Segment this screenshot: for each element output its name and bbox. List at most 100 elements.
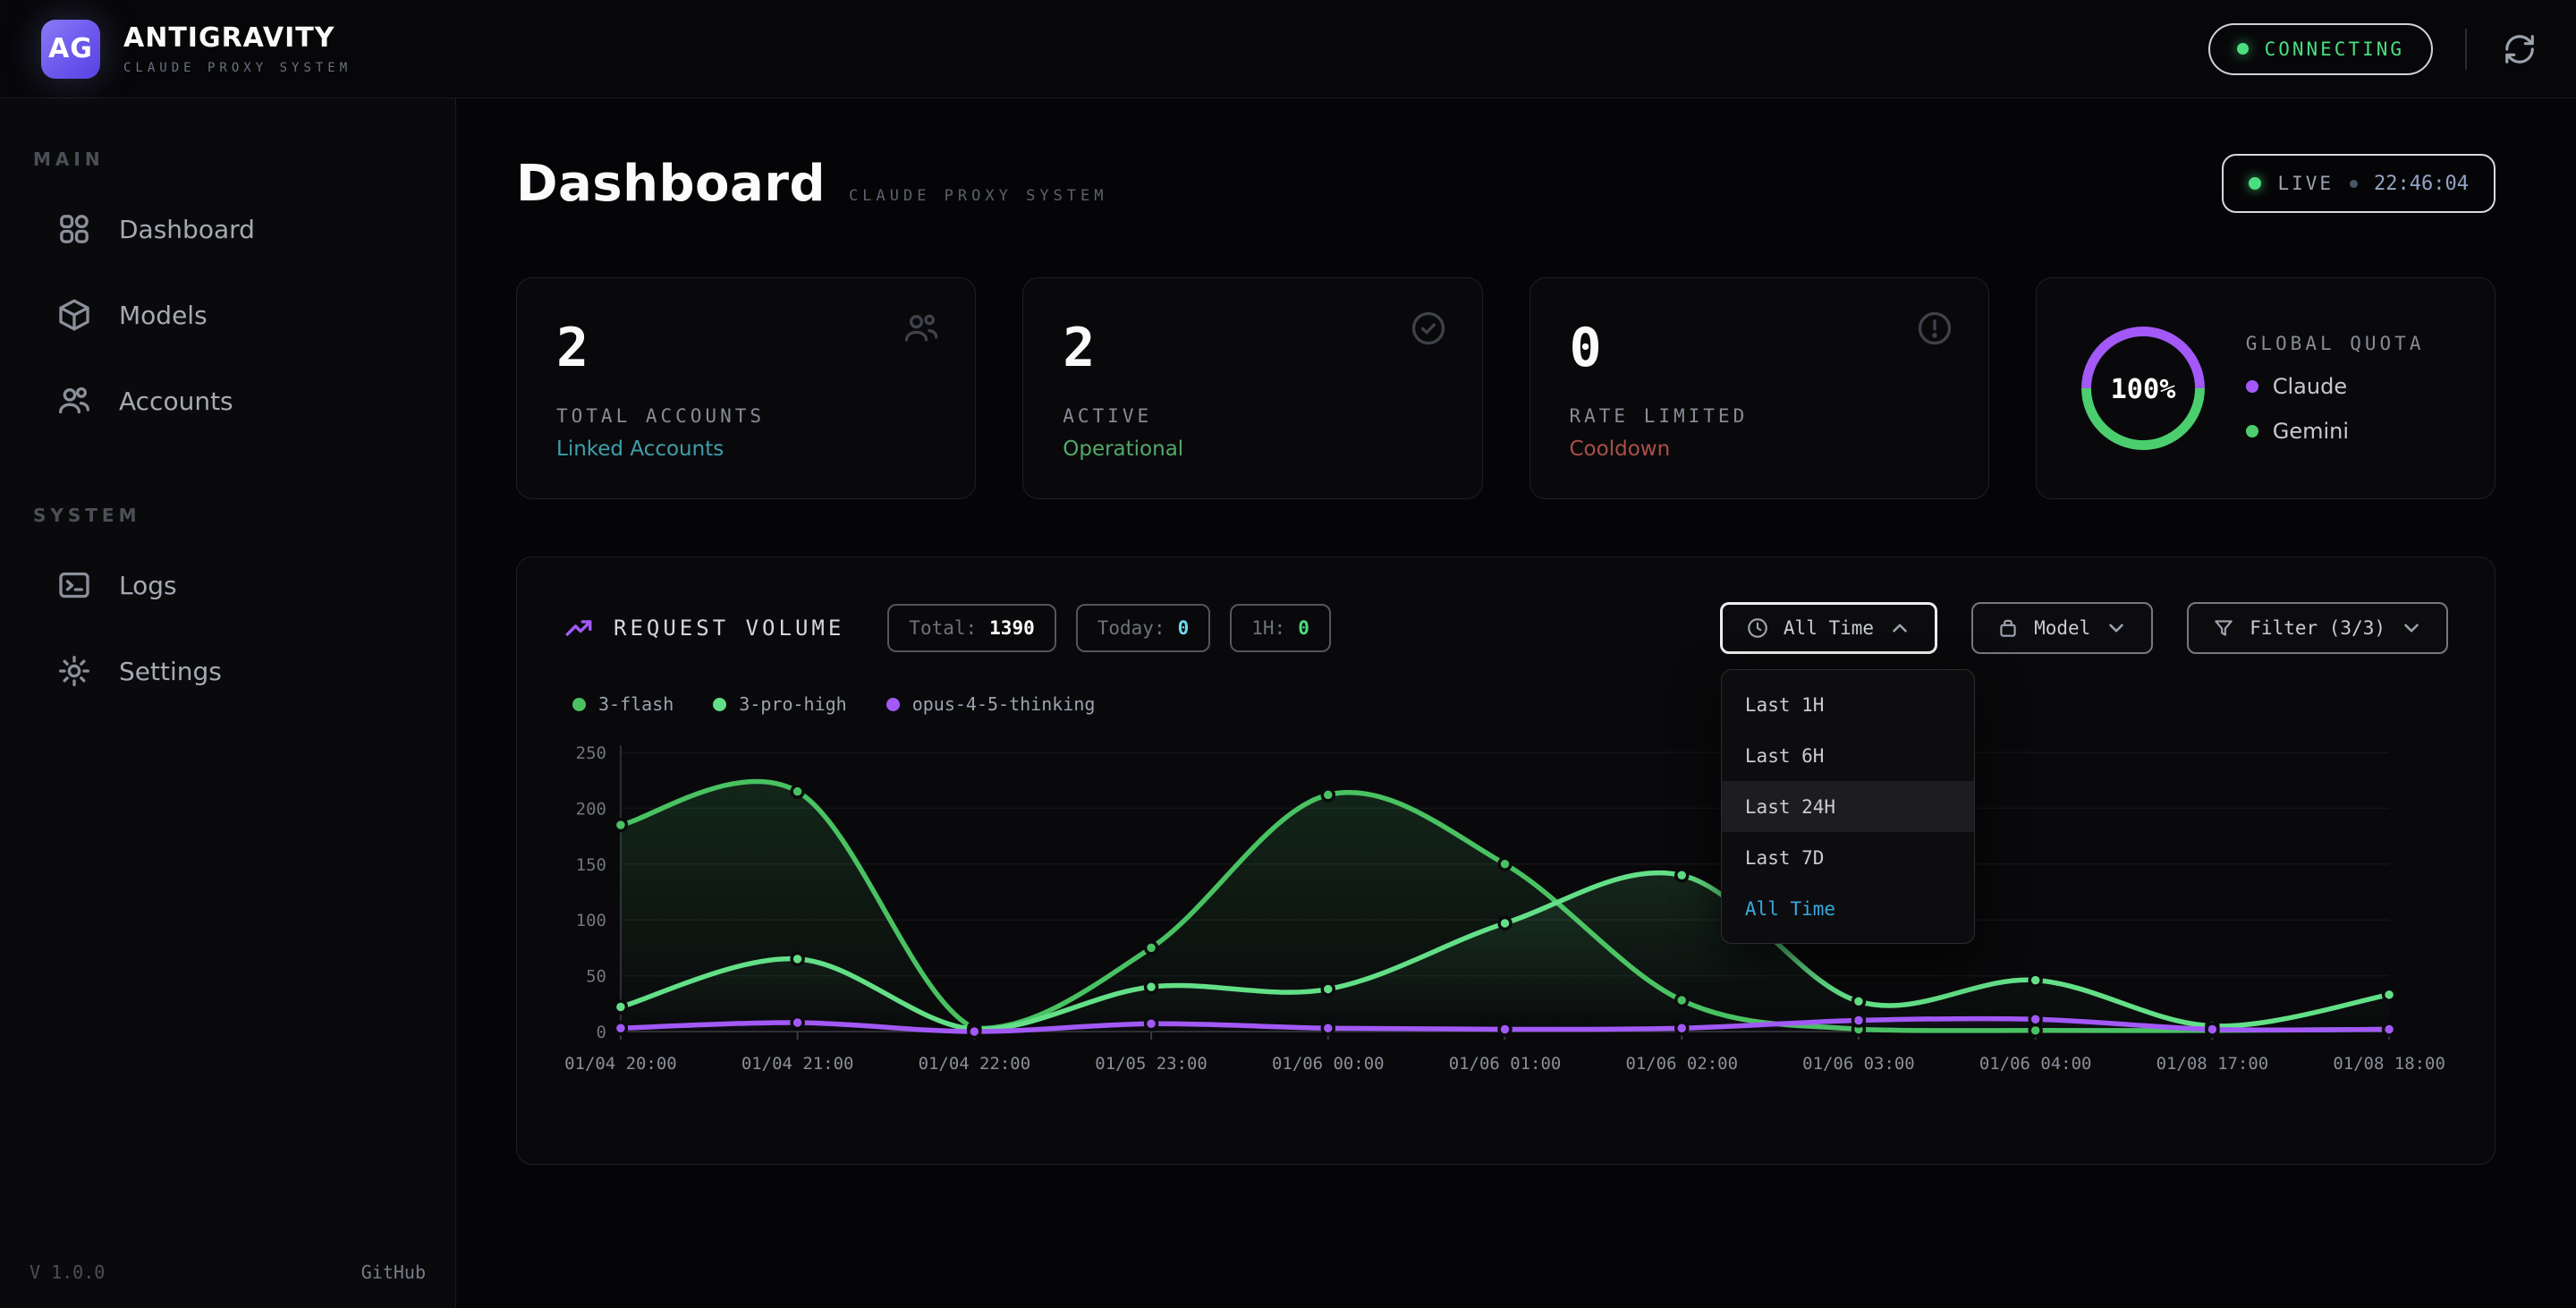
dropdown-item-last-24h[interactable]: Last 24H (1721, 781, 1974, 832)
legend-series-name: 3-pro-high (739, 693, 847, 715)
stat-cards-row: 2 TOTAL ACCOUNTS Linked Accounts 2 ACTIV… (516, 277, 2496, 499)
stat-label: RATE LIMITED (1569, 405, 1749, 427)
sidebar: MAIN Dashboard Models Accounts SYSTEM Lo… (0, 98, 456, 1308)
request-volume-chart: 0 50 100 150 200 250 01/04 20:00 01/04 21:00 01/… (564, 743, 2445, 1074)
model-filter-button[interactable]: Model (1971, 602, 2154, 654)
sidebar-item-label: Dashboard (119, 214, 255, 244)
svg-text:01/04 21:00: 01/04 21:00 (741, 1054, 854, 1074)
trending-up-icon (565, 620, 592, 636)
check-circle-icon (1411, 311, 1445, 345)
card-rate-limited: 0 RATE LIMITED Cooldown (1529, 277, 1989, 499)
svg-text:01/04 20:00: 01/04 20:00 (564, 1054, 677, 1074)
dropdown-item-all-time[interactable]: All Time (1744, 897, 1836, 920)
legend-dot-icon (886, 697, 900, 711)
stat-value: 0 (1569, 317, 1602, 379)
connection-status-badge: CONNECTING (2207, 22, 2433, 75)
svg-text:150: 150 (576, 855, 606, 875)
terminal-icon (59, 572, 89, 599)
legend-item: opus-4-5-thinking (886, 693, 1096, 715)
github-link[interactable]: GitHub (360, 1261, 426, 1283)
stat-label: ACTIVE (1063, 405, 1153, 427)
app-subtitle: CLAUDE PROXY SYSTEM (123, 61, 352, 75)
stat-value: 2 (556, 317, 589, 379)
brand-block: ANTIGRAVITY CLAUDE PROXY SYSTEM (123, 22, 352, 75)
sidebar-item-label: Models (119, 300, 208, 330)
sidebar-item-settings[interactable]: Settings (30, 642, 426, 700)
package-icon (2000, 619, 2016, 637)
legend-series-name: 3-flash (598, 693, 674, 715)
legend-series-name: opus-4-5-thinking (911, 693, 1096, 715)
svg-text:01/06 04:00: 01/06 04:00 (1979, 1054, 2092, 1074)
sidebar-item-label: Logs (119, 570, 177, 600)
svg-text:01/04 22:00: 01/04 22:00 (919, 1054, 1031, 1074)
quota-percent: 100% (2110, 374, 2175, 405)
svg-text:01/06 01:00: 01/06 01:00 (1449, 1054, 1562, 1074)
chip-1h: 1H: 0 (1230, 604, 1331, 652)
live-label: LIVE (2277, 173, 2334, 194)
topbar: AG ANTIGRAVITY CLAUDE PROXY SYSTEM CONNE… (0, 0, 2576, 98)
legend-item: 3-flash (572, 693, 674, 715)
card-active: 2 ACTIVE Operational (1022, 277, 1483, 499)
users-icon (59, 386, 90, 414)
svg-text:01/08 18:00: 01/08 18:00 (2333, 1054, 2445, 1074)
legend-dot-icon (2245, 425, 2258, 437)
sidebar-item-logs[interactable]: Logs (30, 556, 426, 614)
stat-sublabel: Operational (1063, 437, 1184, 461)
svg-text:01/08 17:00: 01/08 17:00 (2157, 1054, 2269, 1074)
separator-dot-icon (2350, 179, 2359, 188)
stat-label: TOTAL ACCOUNTS (556, 405, 766, 427)
clock-icon (1748, 618, 1767, 638)
stat-sublabel: Cooldown (1569, 437, 1671, 461)
sidebar-section-system: SYSTEM (33, 505, 141, 526)
quota-ring-chart: 100% (2080, 327, 2205, 450)
cube-icon (59, 299, 89, 331)
svg-text:0: 0 (597, 1023, 606, 1042)
chevron-up-icon (1893, 624, 1907, 633)
legend-dot-icon (572, 697, 586, 711)
main-content: Dashboard CLAUDE PROXY SYSTEM LIVE 22:46… (456, 98, 2576, 1308)
live-dot-icon (2249, 177, 2262, 190)
sidebar-spacer (30, 458, 426, 505)
dropdown-item-last-1h[interactable]: Last 1H (1744, 693, 1825, 716)
chevron-down-icon (2404, 624, 2419, 633)
card-total-accounts: 2 TOTAL ACCOUNTS Linked Accounts (516, 277, 977, 499)
app-logo: AG (41, 19, 100, 79)
refresh-button[interactable] (2499, 29, 2540, 70)
quota-legend-gemini: Gemini (2245, 419, 2425, 444)
quota-legend-claude: Claude (2245, 374, 2425, 399)
status-dot-icon (2236, 43, 2249, 55)
sidebar-item-accounts[interactable]: Accounts (30, 372, 426, 429)
page-title: Dashboard (516, 154, 826, 213)
legend-dot-icon (2245, 380, 2258, 393)
app-title: ANTIGRAVITY (123, 22, 335, 54)
sidebar-item-models[interactable]: Models (30, 286, 426, 344)
connection-status-text: CONNECTING (2264, 38, 2404, 60)
svg-text:01/06 00:00: 01/06 00:00 (1272, 1054, 1385, 1074)
svg-text:250: 250 (576, 743, 606, 763)
filter-button[interactable]: Filter (3/3) (2187, 602, 2448, 654)
dashboard-grid-icon (60, 215, 89, 243)
live-status-badge: LIVE 22:46:04 (2222, 154, 2496, 213)
svg-text:100: 100 (576, 911, 606, 930)
stat-sublabel: Linked Accounts (556, 437, 724, 461)
svg-text:01/06 03:00: 01/06 03:00 (1802, 1054, 1915, 1074)
gear-icon (59, 656, 90, 686)
sidebar-item-dashboard[interactable]: Dashboard (30, 200, 426, 258)
dropdown-item-last-6h[interactable]: Last 6H (1744, 744, 1825, 767)
chip-today: Today: 0 (1075, 604, 1211, 652)
chevron-down-icon (2109, 624, 2124, 633)
page-subtitle: CLAUDE PROXY SYSTEM (849, 186, 1108, 205)
chart-area: 0 50 100 150 200 250 01/04 20:00 01/04 21:00 01/… (564, 733, 2448, 1117)
dropdown-item-last-7d[interactable]: Last 7D (1744, 846, 1825, 869)
legend-item: 3-pro-high (713, 693, 847, 715)
stat-value: 2 (1063, 317, 1096, 379)
topbar-divider (2465, 28, 2467, 70)
alert-circle-icon (1918, 311, 1951, 345)
quota-label: GLOBAL QUOTA (2245, 333, 2425, 354)
panel-title: REQUEST VOLUME (614, 616, 845, 641)
version-label: V 1.0.0 (30, 1261, 106, 1283)
card-global-quota: 100% GLOBAL QUOTA Claude Gemini (2035, 277, 2496, 499)
legend-dot-icon (713, 697, 727, 711)
sidebar-item-label: Settings (119, 656, 222, 686)
time-range-button[interactable]: All Time Last 1H Last 6H Last 24H Last 7… (1719, 602, 1975, 944)
